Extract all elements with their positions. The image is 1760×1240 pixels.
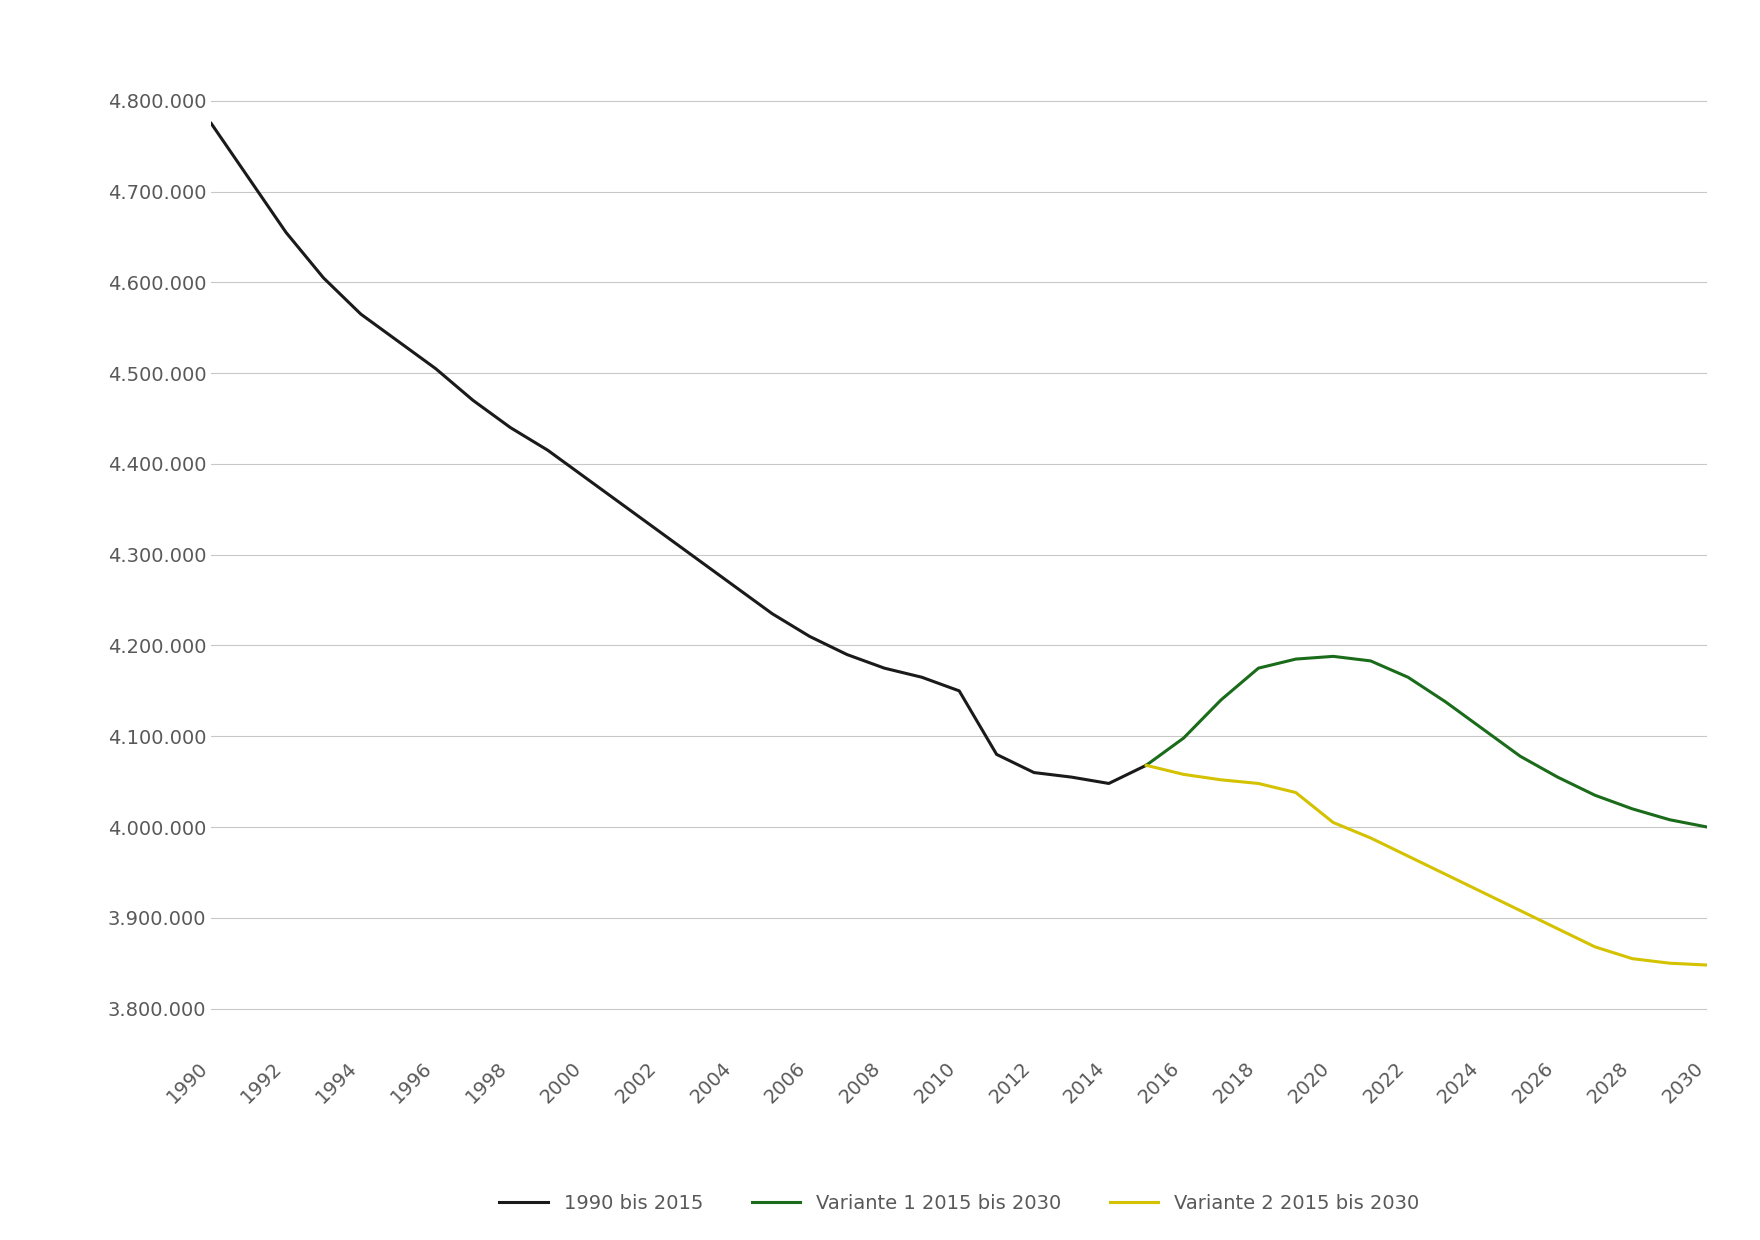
1990 bis 2015 [350,306,371,321]
Variante 1 2015 bis 2030 [1322,649,1343,663]
Variante 1 2015 bis 2030 [1211,692,1232,707]
1990 bis 2015 [799,629,820,644]
1990 bis 2015 [649,525,671,539]
Variante 1 2015 bis 2030 [1471,722,1492,737]
1990 bis 2015 [463,393,484,408]
1990 bis 2015 [873,661,894,676]
Line: 1990 bis 2015: 1990 bis 2015 [211,124,1146,784]
Variante 1 2015 bis 2030 [1510,749,1531,764]
Variante 2 2015 bis 2030 [1510,903,1531,918]
Variante 2 2015 bis 2030 [1697,957,1718,972]
1990 bis 2015 [986,746,1007,761]
Variante 2 2015 bis 2030 [1584,940,1605,955]
1990 bis 2015 [912,670,933,684]
1990 bis 2015 [612,497,634,512]
Variante 2 2015 bis 2030 [1135,758,1156,773]
Variante 2 2015 bis 2030 [1471,885,1492,900]
Variante 2 2015 bis 2030 [1434,867,1456,882]
Legend: 1990 bis 2015, Variante 1 2015 bis 2030, Variante 2 2015 bis 2030: 1990 bis 2015, Variante 1 2015 bis 2030,… [491,1187,1427,1220]
Variante 1 2015 bis 2030 [1434,694,1456,709]
1990 bis 2015 [500,420,521,435]
Variante 1 2015 bis 2030 [1547,770,1568,785]
1990 bis 2015 [387,334,408,348]
1990 bis 2015 [275,224,296,239]
Variante 2 2015 bis 2030 [1397,848,1419,863]
1990 bis 2015 [1098,776,1119,791]
Variante 2 2015 bis 2030 [1211,773,1232,787]
1990 bis 2015 [762,606,783,621]
1990 bis 2015 [313,270,334,285]
Variante 1 2015 bis 2030 [1135,758,1156,773]
1990 bis 2015 [574,470,595,485]
Variante 2 2015 bis 2030 [1621,951,1642,966]
Variante 1 2015 bis 2030 [1621,801,1642,816]
Variante 2 2015 bis 2030 [1322,815,1343,830]
Variante 1 2015 bis 2030 [1360,653,1382,668]
Variante 1 2015 bis 2030 [1172,730,1193,745]
1990 bis 2015 [1061,770,1082,785]
Variante 2 2015 bis 2030 [1660,956,1681,971]
Variante 1 2015 bis 2030 [1397,670,1419,684]
Variante 2 2015 bis 2030 [1360,831,1382,846]
Variante 1 2015 bis 2030 [1584,787,1605,802]
Variante 1 2015 bis 2030 [1660,812,1681,827]
1990 bis 2015 [424,361,445,376]
Variante 2 2015 bis 2030 [1547,921,1568,936]
Variante 1 2015 bis 2030 [1285,652,1306,667]
1990 bis 2015 [723,579,744,594]
Line: Variante 2 2015 bis 2030: Variante 2 2015 bis 2030 [1146,765,1707,965]
Line: Variante 1 2015 bis 2030: Variante 1 2015 bis 2030 [1146,656,1707,827]
1990 bis 2015 [1024,765,1045,780]
Variante 2 2015 bis 2030 [1285,785,1306,800]
1990 bis 2015 [201,117,222,131]
1990 bis 2015 [836,647,857,662]
1990 bis 2015 [949,683,970,698]
1990 bis 2015 [1135,758,1156,773]
Variante 1 2015 bis 2030 [1697,820,1718,835]
1990 bis 2015 [686,552,708,567]
1990 bis 2015 [537,443,558,458]
Variante 1 2015 bis 2030 [1248,661,1269,676]
Variante 2 2015 bis 2030 [1248,776,1269,791]
Variante 2 2015 bis 2030 [1172,766,1193,782]
1990 bis 2015 [238,170,259,185]
